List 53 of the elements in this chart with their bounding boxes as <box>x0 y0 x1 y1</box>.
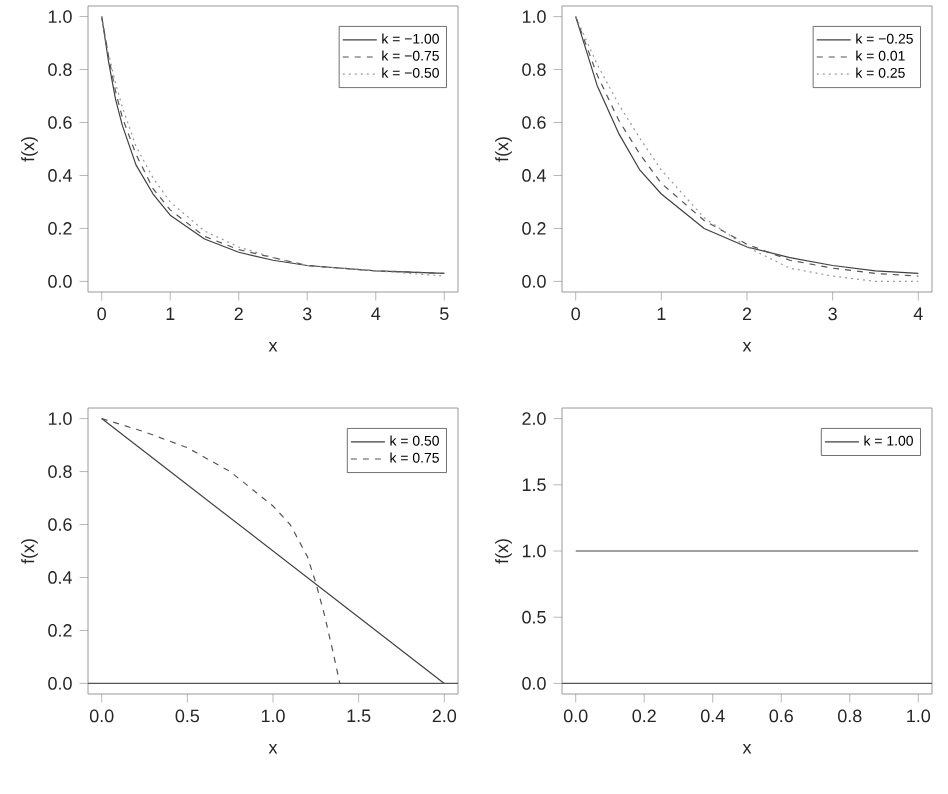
y-tick-label: 1.0 <box>522 10 546 23</box>
y-tick-label: 0.4 <box>522 169 546 182</box>
x-tick-label: 3 <box>828 307 837 321</box>
x-axis-title: x <box>742 341 752 352</box>
y-tick-label: 0.8 <box>48 465 72 478</box>
x-tick-label: 2.0 <box>432 709 457 723</box>
x-tick-label: 2 <box>742 307 752 321</box>
x-tick-label: 1 <box>657 307 666 320</box>
y-tick-label: 2.0 <box>522 412 546 425</box>
y-tick-label: 0.2 <box>48 624 72 637</box>
y-axis-title: f(x) <box>21 539 38 564</box>
y-tick-label: 0.4 <box>48 169 72 182</box>
x-axis-title: x <box>268 341 278 352</box>
x-tick-label: 4 <box>913 307 923 320</box>
y-tick-label: 0.6 <box>48 116 72 129</box>
y-tick-label: 0.5 <box>522 610 546 624</box>
y-tick-label: 1.0 <box>48 10 72 23</box>
x-tick-label: 0 <box>571 307 580 321</box>
x-tick-label: 0.5 <box>175 709 200 723</box>
x-tick-label: 0.0 <box>563 709 588 723</box>
y-tick-label: 0.6 <box>522 116 546 129</box>
x-tick-label: 2 <box>234 307 243 321</box>
x-tick-label: 0.4 <box>700 709 725 723</box>
x-tick-label: 0.0 <box>89 709 114 723</box>
x-axis-title: x <box>742 743 752 754</box>
x-tick-label: 3 <box>302 307 312 321</box>
y-tick-label: 0.0 <box>48 275 72 288</box>
y-axis-title: f(x) <box>495 137 512 162</box>
y-tick-label: 1.0 <box>522 544 546 558</box>
y-tick-label: 0.0 <box>522 275 546 288</box>
x-tick-label: 1.0 <box>261 709 285 723</box>
y-axis-title: f(x) <box>495 539 512 564</box>
x-tick-label: 1 <box>166 307 175 320</box>
x-tick-label: 0.2 <box>632 709 656 723</box>
x-tick-label: 1.0 <box>907 709 931 723</box>
x-tick-label: 0.8 <box>838 709 862 723</box>
x-axis-title: x <box>268 743 278 754</box>
y-tick-label: 0.2 <box>48 222 72 235</box>
y-tick-label: 0.6 <box>48 518 72 531</box>
y-tick-label: 0.8 <box>522 63 546 76</box>
y-tick-label: 1.5 <box>522 478 546 492</box>
y-axis-title: f(x) <box>21 137 38 162</box>
y-tick-label: 0.4 <box>48 571 72 584</box>
y-tick-label: 0.8 <box>48 63 72 76</box>
y-tick-label: 0.0 <box>522 677 546 690</box>
x-tick-label: 5 <box>440 307 449 321</box>
y-tick-label: 0.2 <box>522 222 546 235</box>
y-tick-label: 0.0 <box>48 677 72 690</box>
x-tick-label: 1.5 <box>347 709 371 723</box>
x-tick-label: 0 <box>97 307 106 321</box>
x-tick-label: 4 <box>371 307 381 320</box>
y-tick-label: 1.0 <box>48 412 72 425</box>
x-tick-label: 0.6 <box>769 709 793 723</box>
